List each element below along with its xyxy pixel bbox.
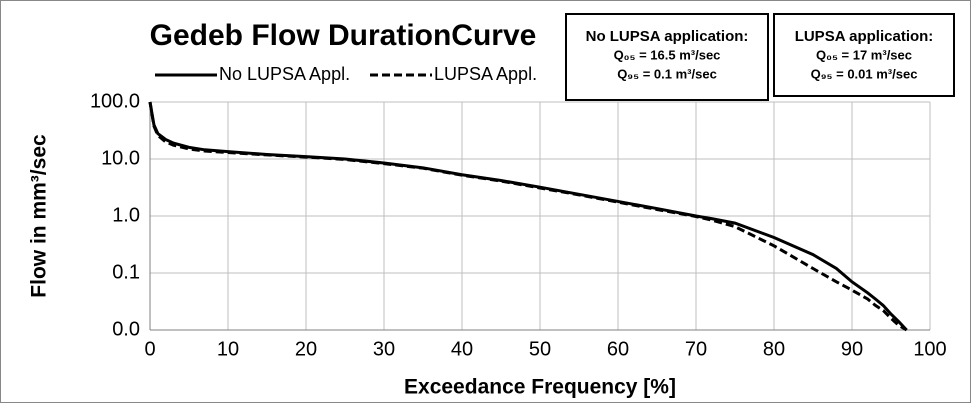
chart-title: Gedeb Flow DurationCurve <box>150 19 537 52</box>
y-tick-label: 0.1 <box>112 261 140 283</box>
series-line <box>148 101 908 332</box>
x-tick-label: 100 <box>913 338 946 360</box>
legend-label: No LUPSA Appl. <box>219 64 350 84</box>
y-axis-label: Flow in mm³/sec <box>28 134 51 298</box>
x-tick-label: 0 <box>144 338 155 360</box>
legend-label: LUPSA Appl. <box>434 64 537 84</box>
annotation-box <box>773 13 955 97</box>
y-tick-label: 0.0 <box>112 318 140 340</box>
annotation-text: No LUPSA application: <box>586 28 749 45</box>
series-line <box>148 101 908 332</box>
y-tick-label: 1.0 <box>112 204 140 226</box>
x-tick-label: 10 <box>217 338 239 360</box>
x-tick-label: 90 <box>841 338 863 360</box>
y-tick-label: 100.0 <box>90 90 140 112</box>
x-tick-label: 40 <box>451 338 473 360</box>
x-tick-label: 80 <box>763 338 785 360</box>
annotation-box <box>565 13 769 101</box>
annotation-text: Q₉₅ = 0.01 m³/sec <box>811 66 918 81</box>
annotation-text: Q₉₅ = 0.1 m³/sec <box>617 66 717 81</box>
x-tick-label: 70 <box>685 338 707 360</box>
annotation-text: Q₀₅ = 17 m³/sec <box>816 47 912 62</box>
annotation-text: Q₀₅ = 16.5 m³/sec <box>614 47 721 62</box>
annotation-text: LUPSA application: <box>795 28 934 45</box>
x-axis-label: Exceedance Frequency [%] <box>404 376 676 399</box>
x-tick-label: 30 <box>373 338 395 360</box>
x-tick-label: 60 <box>607 338 629 360</box>
x-tick-label: 20 <box>295 338 317 360</box>
y-tick-label: 10.0 <box>101 147 140 169</box>
x-tick-label: 50 <box>529 338 551 360</box>
